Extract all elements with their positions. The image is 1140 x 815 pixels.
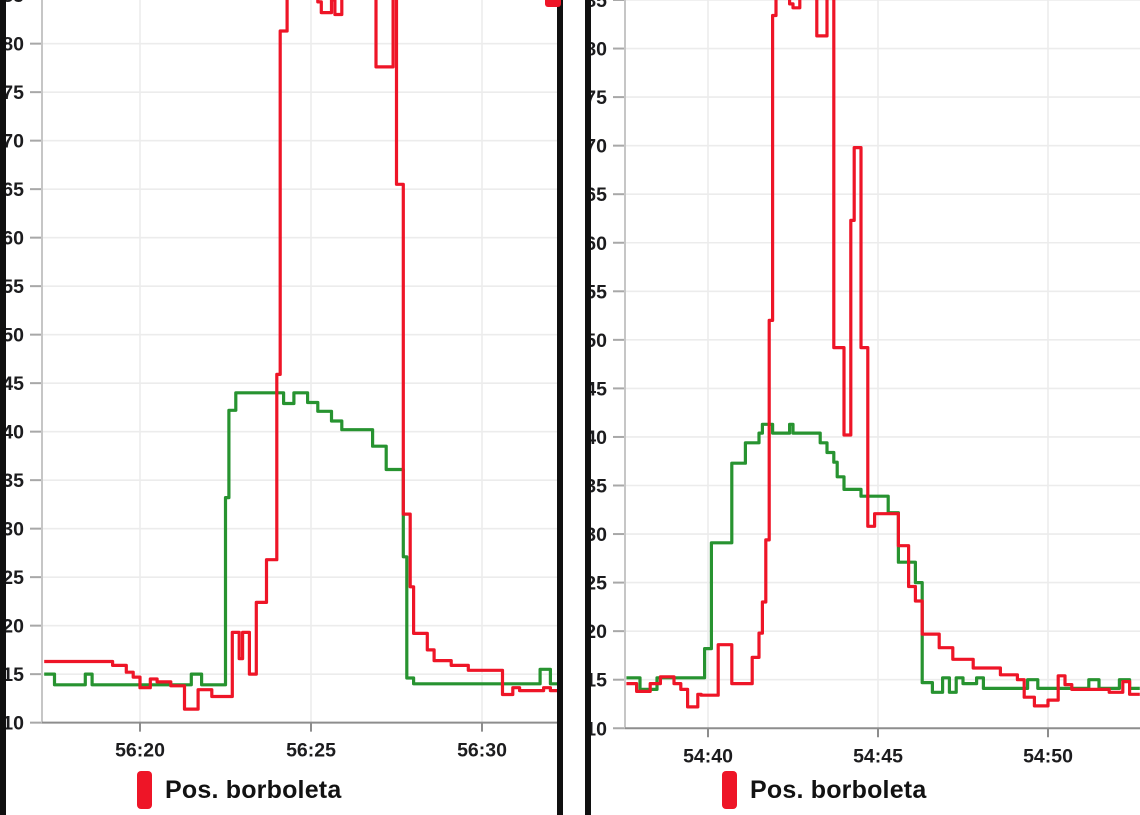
y-tick-label: 75: [6, 82, 24, 104]
y-tick-label: 85: [591, 0, 607, 12]
chart-panel-left: 10 15 20 25 30 35 40 45 50 55 60 65 70 75 80 85 56:20 56:…: [0, 0, 563, 815]
y-tick-label: 55: [6, 276, 24, 298]
y-tick-label: 80: [6, 34, 24, 56]
y-tick-label: 65: [6, 179, 24, 201]
y-tick-label: 75: [591, 87, 607, 109]
y-tick-label: 60: [591, 233, 607, 255]
y-tick-label: 15: [591, 670, 607, 692]
y-tick-label: 55: [591, 281, 607, 303]
y-tick-label: 30: [6, 519, 24, 541]
y-tick-label: 35: [591, 476, 607, 498]
legend-label: Pos. borboleta: [165, 775, 342, 804]
y-tick-label: 45: [6, 373, 24, 395]
y-tick-label: 15: [6, 664, 24, 686]
x-tick-label: 56:20: [115, 740, 165, 762]
legend-label: Pos. borboleta: [750, 775, 927, 804]
y-tick-label: 65: [591, 184, 607, 206]
y-tick-label: 25: [6, 567, 24, 589]
y-tick-label: 50: [6, 325, 24, 347]
x-tick-label: 54:45: [853, 745, 903, 767]
y-tick-label: 25: [591, 573, 607, 595]
series-line-green: [626, 422, 1140, 694]
y-tick-label: 10: [591, 718, 607, 740]
x-tick-label: 54:50: [1023, 745, 1073, 767]
y-tick-label: 45: [591, 378, 607, 400]
chart-panel-right: 10 15 20 25 30 35 40 45 50 55 60 65 70 75 80 85 54:40 54:…: [585, 0, 1140, 815]
y-tick-label: 50: [591, 330, 607, 352]
x-tick-label: 54:40: [683, 745, 733, 767]
legend-item-pos-borboleta[interactable]: Pos. borboleta: [722, 771, 926, 809]
y-tick-label: 70: [591, 136, 607, 158]
series-line-pos-borboleta: [626, 0, 1140, 709]
legend-red-swatch: [137, 771, 152, 809]
red-marker-fragment: [545, 0, 561, 7]
series-line-green: [44, 391, 557, 687]
y-tick-label: 10: [6, 713, 24, 735]
legend-red-swatch: [722, 771, 737, 809]
chart-canvas-left[interactable]: 10 15 20 25 30 35 40 45 50 55 60 65 70 75 80 85 56:20 56:…: [6, 0, 557, 815]
y-tick-label: 85: [6, 0, 24, 7]
y-tick-label: 40: [591, 427, 607, 449]
y-tick-label: 30: [591, 524, 607, 546]
y-tick-label: 80: [591, 39, 607, 61]
x-tick-label: 56:30: [457, 740, 507, 762]
x-tick-label: 56:25: [286, 740, 336, 762]
y-tick-label: 20: [6, 616, 24, 638]
y-tick-label: 35: [6, 470, 24, 492]
series-line-pos-borboleta: [44, 0, 557, 711]
legend-item-pos-borboleta[interactable]: Pos. borboleta: [137, 771, 341, 809]
chart-canvas-right[interactable]: 10 15 20 25 30 35 40 45 50 55 60 65 70 75 80 85 54:40 54:…: [591, 0, 1140, 815]
y-tick-label: 60: [6, 228, 24, 250]
y-tick-label: 40: [6, 422, 24, 444]
y-tick-label: 20: [591, 621, 607, 643]
y-tick-label: 70: [6, 131, 24, 153]
